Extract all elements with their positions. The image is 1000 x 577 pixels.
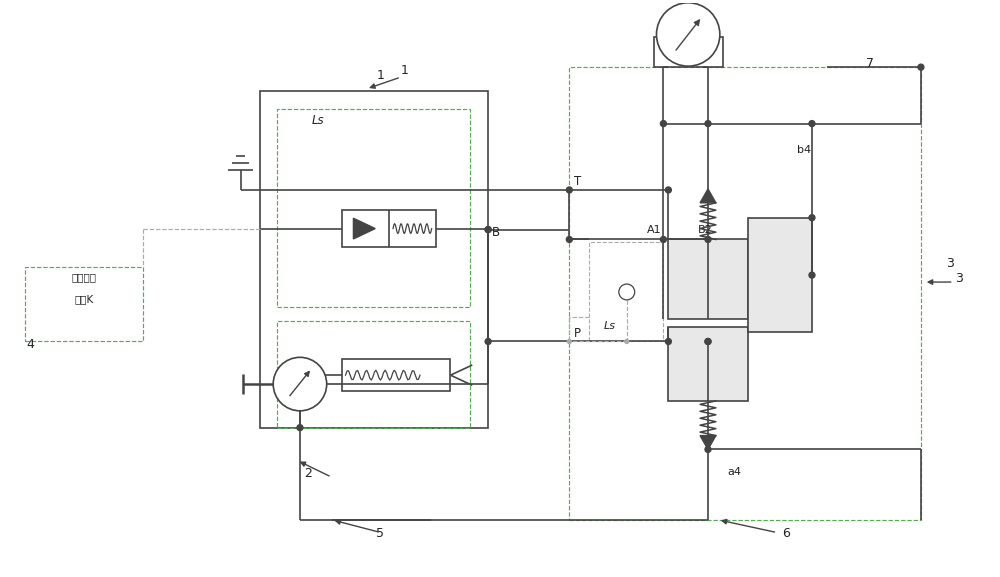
Text: 3: 3	[956, 272, 963, 285]
Circle shape	[625, 339, 629, 343]
Text: 2: 2	[304, 467, 312, 480]
Text: 1: 1	[376, 69, 384, 82]
Text: B2: B2	[698, 224, 713, 234]
Text: P: P	[574, 327, 581, 339]
Bar	[25, 267, 143, 342]
Text: Ls: Ls	[604, 321, 616, 331]
Bar	[668, 239, 748, 319]
Text: b4: b4	[797, 145, 811, 155]
Text: 油路K: 油路K	[74, 294, 94, 304]
Circle shape	[656, 3, 720, 66]
Circle shape	[297, 425, 303, 430]
Text: A1: A1	[647, 224, 661, 234]
Bar	[260, 91, 488, 428]
Circle shape	[566, 237, 572, 242]
Circle shape	[809, 121, 815, 126]
Bar	[569, 67, 921, 520]
Circle shape	[485, 227, 491, 233]
Bar	[589, 242, 663, 342]
Circle shape	[485, 339, 491, 344]
Circle shape	[918, 64, 924, 70]
Text: 6: 6	[782, 527, 790, 539]
Text: 5: 5	[376, 527, 384, 539]
Text: 压差控制: 压差控制	[72, 272, 97, 282]
Polygon shape	[700, 189, 716, 203]
Circle shape	[660, 237, 666, 242]
Text: T: T	[574, 175, 582, 188]
Bar	[668, 327, 748, 401]
Bar	[342, 359, 450, 391]
Circle shape	[705, 339, 711, 344]
Bar	[277, 108, 470, 307]
Circle shape	[567, 339, 571, 343]
Circle shape	[705, 121, 711, 126]
Bar	[277, 321, 470, 428]
Circle shape	[566, 187, 572, 193]
Circle shape	[705, 237, 711, 242]
Text: Ls: Ls	[312, 114, 324, 126]
Circle shape	[809, 272, 815, 278]
Text: 1: 1	[401, 64, 409, 77]
Polygon shape	[353, 218, 375, 239]
Text: 3: 3	[946, 257, 954, 270]
Circle shape	[619, 284, 635, 300]
Text: 4: 4	[27, 339, 34, 351]
Text: 7: 7	[866, 57, 874, 70]
Circle shape	[660, 121, 666, 126]
Circle shape	[665, 187, 671, 193]
Bar	[342, 210, 436, 248]
Polygon shape	[700, 436, 716, 449]
Bar	[654, 38, 723, 67]
Circle shape	[705, 447, 711, 452]
Bar	[748, 218, 812, 332]
Text: a4: a4	[728, 467, 742, 477]
Circle shape	[485, 227, 491, 233]
Circle shape	[273, 357, 327, 411]
Circle shape	[665, 339, 671, 344]
Circle shape	[809, 215, 815, 220]
Text: B: B	[492, 226, 500, 238]
Circle shape	[705, 339, 711, 344]
